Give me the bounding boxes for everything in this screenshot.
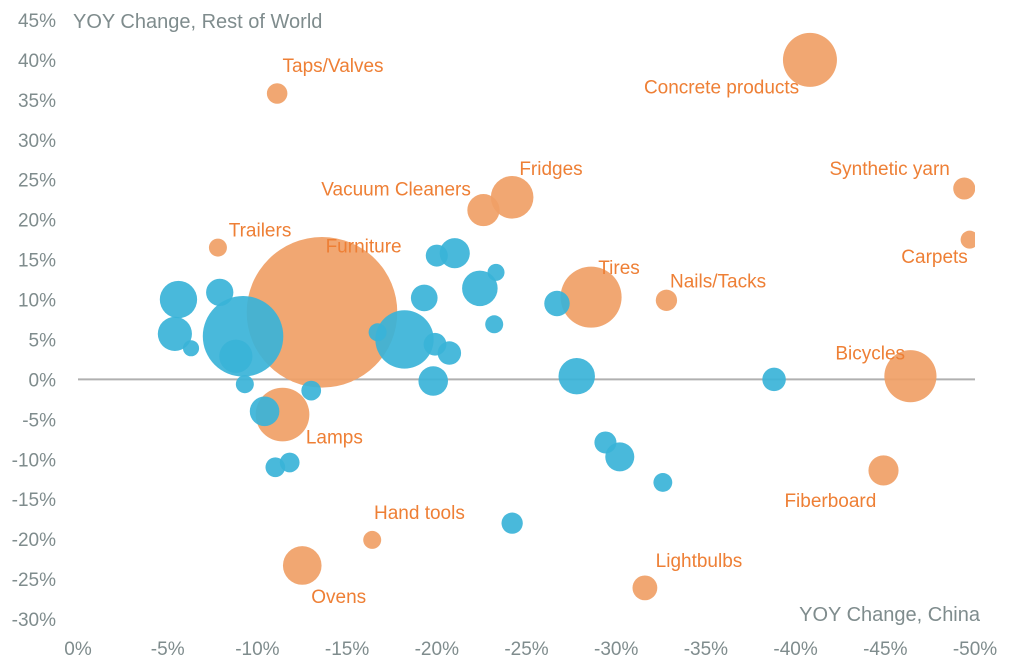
x-tick-label: -20% <box>415 639 459 660</box>
bubble-synthetic-yarn <box>953 177 975 200</box>
bubble-label: Concrete products <box>644 77 799 98</box>
y-tick-label: -20% <box>12 530 56 551</box>
y-tick-label: -5% <box>22 410 56 431</box>
x-tick-label: -35% <box>684 639 728 660</box>
bubble-other <box>544 290 570 317</box>
bubble-other <box>762 367 786 392</box>
bubble-fiberboard <box>868 455 899 486</box>
y-tick-label: -25% <box>12 570 56 591</box>
bubble-label: Nails/Tacks <box>670 272 766 293</box>
y-tick-label: 10% <box>18 291 56 312</box>
bubble-label: Synthetic yarn <box>829 159 949 180</box>
y-axis-title: YOY Change, Rest of World <box>73 11 322 33</box>
bubble-other <box>594 431 617 454</box>
x-tick-label: -5% <box>151 639 185 660</box>
bubble-label: Hand tools <box>374 503 465 524</box>
y-tick-label: 15% <box>18 251 56 272</box>
bubble-concrete-products <box>782 32 837 87</box>
bubble-label: Lightbulbs <box>656 551 743 572</box>
bubble-other <box>653 472 673 492</box>
bubble-other <box>375 310 434 369</box>
x-tick-label: -30% <box>594 639 638 660</box>
y-tick-label: 20% <box>18 211 56 232</box>
x-tick-label: -10% <box>235 639 279 660</box>
bubble-label: Fridges <box>519 159 582 180</box>
bubble-lightbulbs <box>632 575 658 601</box>
bubble-label: Tires <box>598 258 640 279</box>
x-axis-title: YOY Change, China <box>799 604 981 626</box>
bubble-other <box>558 357 595 395</box>
y-tick-label: -10% <box>12 450 56 471</box>
y-axis-ticks: 45% 40% 35% 30% 25% 20% 15% 10% 5% 0% -5% -10% -15% -… <box>12 11 56 631</box>
bubble-other <box>182 340 200 357</box>
bubble-other <box>501 512 523 534</box>
x-tick-label: -45% <box>863 639 907 660</box>
bubble-other <box>485 315 504 334</box>
bubble-label: Carpets <box>901 247 968 268</box>
bubble-furniture <box>246 237 398 388</box>
y-tick-label: 35% <box>18 91 56 112</box>
bubble-other <box>462 270 498 307</box>
bubble-other <box>206 278 234 306</box>
bubble-trailers <box>208 238 227 257</box>
y-tick-label: 25% <box>18 171 56 192</box>
bubble-label: Bicycles <box>835 343 905 364</box>
bubble-other <box>157 316 192 351</box>
bubble-other <box>301 380 322 401</box>
bubble-label: Trailers <box>229 220 292 241</box>
bubble-other <box>425 244 448 267</box>
bubble-other <box>159 280 198 319</box>
x-tick-label: -25% <box>504 639 548 660</box>
y-tick-label: 5% <box>29 330 57 351</box>
y-tick-label: -15% <box>12 490 56 511</box>
bubble-other <box>439 238 470 269</box>
bubble-labels: Taps/Valves Concrete products Vacuum Clean… <box>229 56 968 608</box>
bubble-hand-tools <box>363 530 382 549</box>
x-tick-label: 0% <box>64 639 92 660</box>
bubble-other <box>279 452 300 473</box>
bubble-label: Lamps <box>306 427 363 448</box>
bubble-other <box>487 263 505 281</box>
bubble-carpets <box>960 230 975 249</box>
bubble-other <box>235 375 254 394</box>
bubble-taps-valves <box>266 83 288 104</box>
bubble-nails-tacks <box>655 289 678 311</box>
bubble-ovens <box>282 546 322 585</box>
y-tick-label: 40% <box>18 51 56 72</box>
bubble-label: Vacuum Cleaners <box>321 180 471 201</box>
bubble-fridges <box>490 176 534 219</box>
bubble-label: Ovens <box>311 587 366 608</box>
bubbles <box>157 32 975 601</box>
bubble-label: Fiberboard <box>784 491 876 512</box>
bubble-other <box>249 396 280 427</box>
bubble-bicycles <box>884 350 937 403</box>
y-tick-label: 0% <box>29 370 57 391</box>
bubble-vacuum-cleaners <box>467 193 500 227</box>
bubble-other <box>423 332 447 356</box>
y-tick-label: 30% <box>18 131 56 152</box>
y-tick-label: 45% <box>18 11 56 32</box>
x-axis-ticks: 0% -5% -10% -15% -20% -25% -30% -35% -40% -45% -50… <box>64 639 997 660</box>
bubble-other <box>368 323 387 342</box>
bubble-other <box>410 284 438 312</box>
y-tick-label: -30% <box>12 610 56 631</box>
bubble-other <box>418 366 449 396</box>
bubble-label: Taps/Valves <box>283 56 384 77</box>
x-tick-label: -15% <box>325 639 369 660</box>
bubble-label: Furniture <box>326 236 402 257</box>
bubble-tires <box>560 266 622 328</box>
bubble-other <box>219 339 253 373</box>
x-tick-label: -40% <box>773 639 817 660</box>
x-tick-label: -50% <box>953 639 997 660</box>
